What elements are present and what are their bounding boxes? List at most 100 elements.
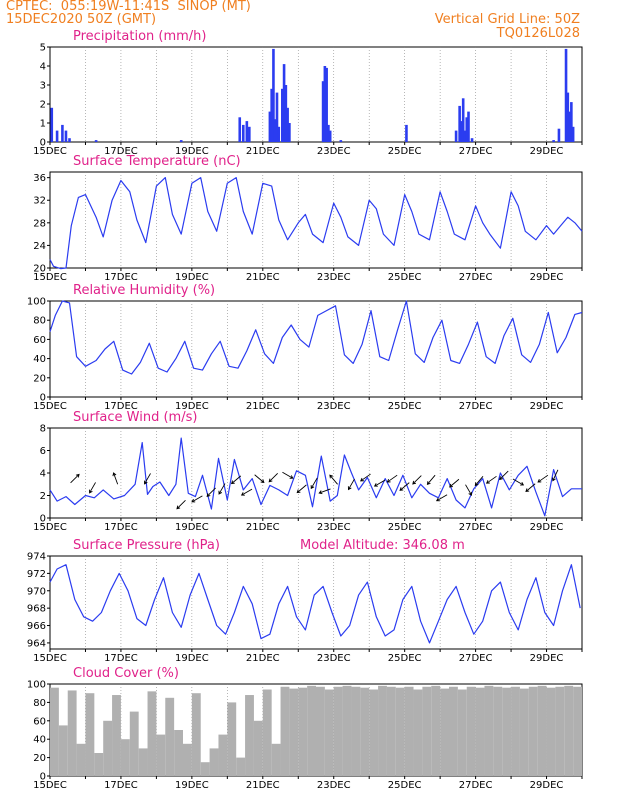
cloud-cover-bar <box>67 690 77 776</box>
cloud-cover-bar <box>316 686 325 776</box>
temperature-ytick-label: 36 <box>33 173 46 184</box>
humidity-series-line <box>49 300 583 375</box>
temperature-xtick-label: 17DEC <box>104 272 138 283</box>
temperature-xtick-label: 25DEC <box>388 272 422 283</box>
precipitation-bar <box>272 48 275 142</box>
humidity-ytick-label: 80 <box>33 316 46 327</box>
precipitation-bar <box>248 126 251 142</box>
wind-xtick-label: 27DEC <box>459 522 493 533</box>
cloud-cover-ytick-label: 20 <box>33 753 46 764</box>
precipitation-bar <box>552 140 555 142</box>
precipitation-xtick-label: 15DEC <box>33 146 67 157</box>
cloud-cover-bar <box>58 725 68 776</box>
cloud-cover-bar <box>413 689 423 776</box>
header-grid-note: Vertical Grid Line: 50Z <box>434 12 580 27</box>
cloud-cover-bar <box>475 687 485 776</box>
temperature-xtick-label: 29DEC <box>530 272 564 283</box>
humidity-ytick-label: 20 <box>33 373 46 384</box>
precipitation-bar <box>245 121 249 142</box>
precipitation-ytick-label: 3 <box>40 81 46 92</box>
precipitation-bar <box>284 85 288 142</box>
pressure-title: Surface Pressure (hPa) <box>73 538 220 553</box>
wind-direction-arrow <box>191 495 203 503</box>
pressure-ytick-label: 968 <box>27 604 46 615</box>
wind-direction-arrow <box>218 483 226 495</box>
pressure-annotation: Model Altitude: 346.08 m <box>300 538 465 553</box>
wind-xtick-label: 21DEC <box>246 522 280 533</box>
precipitation-bar <box>238 117 242 142</box>
precipitation-ytick-label: 2 <box>40 100 46 111</box>
precipitation-ytick-label: 1 <box>40 119 46 130</box>
humidity-xtick-label: 21DEC <box>246 401 280 412</box>
cloud-cover-bar <box>129 711 139 776</box>
header-datetime: 15DEC2020 50Z (GMT) <box>6 12 157 27</box>
cloud-cover-xtick-label: 29DEC <box>530 780 564 791</box>
wind-direction-arrow <box>70 473 80 484</box>
cloud-cover-title: Cloud Cover (%) <box>73 666 179 681</box>
cloud-cover-xtick-label: 19DEC <box>175 780 209 791</box>
cloud-cover-bar <box>307 685 316 776</box>
cloud-cover-xtick-label: 27DEC <box>459 780 493 791</box>
temperature-xtick-label: 15DEC <box>33 272 67 283</box>
humidity-ytick-label: 0 <box>40 393 46 404</box>
precipitation-bar <box>275 92 279 142</box>
precipitation-bar <box>273 119 277 142</box>
precipitation-plot-frame <box>49 46 583 143</box>
pressure-xtick-label: 29DEC <box>530 653 564 664</box>
wind-direction-arrow <box>465 484 473 496</box>
cloud-cover-ytick-label: 80 <box>33 698 46 709</box>
cloud-cover-bar <box>360 687 370 776</box>
cloud-cover-ytick-label: 40 <box>33 735 46 746</box>
header-source-location: CPTEC: 055:19W-11:41S SINOP (MT) <box>6 0 251 14</box>
wind-direction-arrow <box>318 488 331 495</box>
wind-xtick-label: 25DEC <box>388 522 422 533</box>
cloud-cover-bar <box>440 688 449 776</box>
pressure-ytick-label: 972 <box>27 569 46 580</box>
temperature-ytick-label: 24 <box>33 241 46 252</box>
temperature-xtick-label: 19DEC <box>175 272 209 283</box>
precipitation-xtick-label: 29DEC <box>530 146 564 157</box>
precipitation-bar <box>465 117 469 142</box>
wind-direction-arrow <box>360 473 371 482</box>
wind-direction-arrow <box>240 488 253 496</box>
precipitation-bar <box>286 107 289 142</box>
precipitation-bar <box>467 111 470 142</box>
wind-direction-arrow <box>499 470 509 481</box>
wind-direction-arrow <box>435 494 448 502</box>
wind-direction-arrow <box>230 475 242 485</box>
cloud-cover-bar <box>50 687 59 776</box>
cloud-cover-bar <box>200 762 210 776</box>
cloud-cover-bar <box>94 753 104 776</box>
precipitation-xtick-label: 17DEC <box>104 146 138 157</box>
wind-direction-arrow <box>296 484 307 494</box>
cloud-cover-xtick-label: 25DEC <box>388 780 422 791</box>
humidity-xtick-label: 25DEC <box>388 401 422 412</box>
precipitation-bar <box>460 121 463 142</box>
precipitation-bar <box>282 64 286 142</box>
temperature-ytick-label: 28 <box>33 218 46 229</box>
precipitation-bar <box>268 111 272 142</box>
wind-direction-arrow <box>282 471 294 479</box>
precipitation-ytick-label: 5 <box>40 43 46 54</box>
pressure-plot-frame <box>49 555 583 650</box>
wind-direction-arrow <box>329 474 338 485</box>
pressure-ytick-label: 974 <box>27 552 46 563</box>
cloud-cover-bar <box>342 685 352 776</box>
cloud-cover-bar <box>218 734 228 776</box>
cloud-cover-bar <box>555 686 565 776</box>
cloud-cover-bar <box>236 757 246 776</box>
wind-ytick-label: 0 <box>40 514 46 525</box>
precipitation-bar <box>570 102 573 142</box>
precipitation-bar <box>564 48 568 142</box>
cloud-cover-bar <box>209 748 219 776</box>
precipitation-bar <box>68 138 71 142</box>
precipitation-bar <box>339 140 343 142</box>
precipitation-bar <box>241 124 245 142</box>
wind-xtick-label: 15DEC <box>33 522 67 533</box>
wind-xtick-label: 17DEC <box>104 522 138 533</box>
cloud-cover-bar <box>386 686 396 776</box>
humidity-ytick-label: 40 <box>33 354 46 365</box>
cloud-cover-bar <box>449 686 458 776</box>
precipitation-bar <box>405 124 408 142</box>
cloud-cover-bar <box>395 687 405 776</box>
